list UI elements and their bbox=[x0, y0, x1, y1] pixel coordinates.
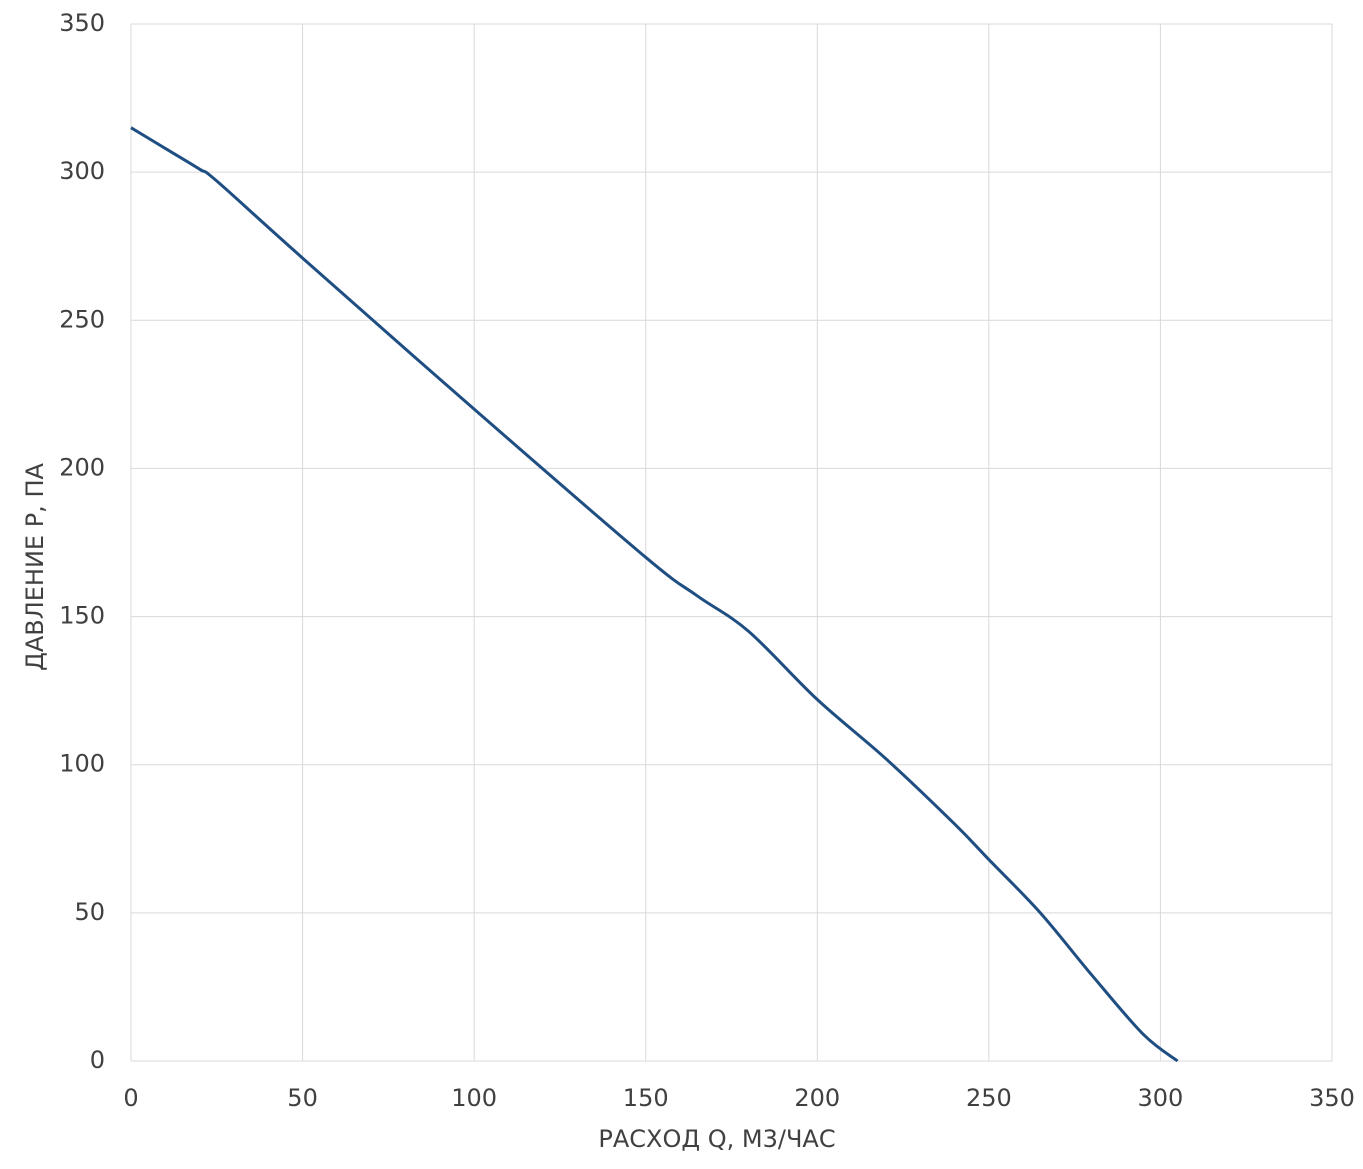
x-tick-label: 350 bbox=[1309, 1084, 1355, 1112]
y-tick-label: 200 bbox=[59, 453, 105, 481]
x-tick-label: 0 bbox=[123, 1084, 138, 1112]
x-tick-label: 250 bbox=[966, 1084, 1012, 1112]
y-tick-label: 250 bbox=[59, 305, 105, 333]
x-tick-label: 200 bbox=[794, 1084, 840, 1112]
data-line bbox=[130, 126, 1179, 1063]
y-tick-label: 100 bbox=[59, 750, 105, 778]
y-tick-label: 300 bbox=[59, 157, 105, 185]
y-tick-label: 50 bbox=[74, 898, 105, 926]
x-tick-label: 150 bbox=[623, 1084, 669, 1112]
y-tick-label: 350 bbox=[59, 9, 105, 37]
y-axis-title: ДАВЛЕНИЕ P, ПА bbox=[21, 463, 49, 671]
x-tick-label: 100 bbox=[451, 1084, 497, 1112]
x-tick-label: 50 bbox=[287, 1084, 318, 1112]
y-tick-label: 150 bbox=[59, 602, 105, 630]
y-tick-label: 0 bbox=[90, 1046, 105, 1074]
x-axis-title: РАСХОД Q, М3/ЧАС bbox=[598, 1125, 835, 1153]
x-tick-label: 300 bbox=[1138, 1084, 1184, 1112]
